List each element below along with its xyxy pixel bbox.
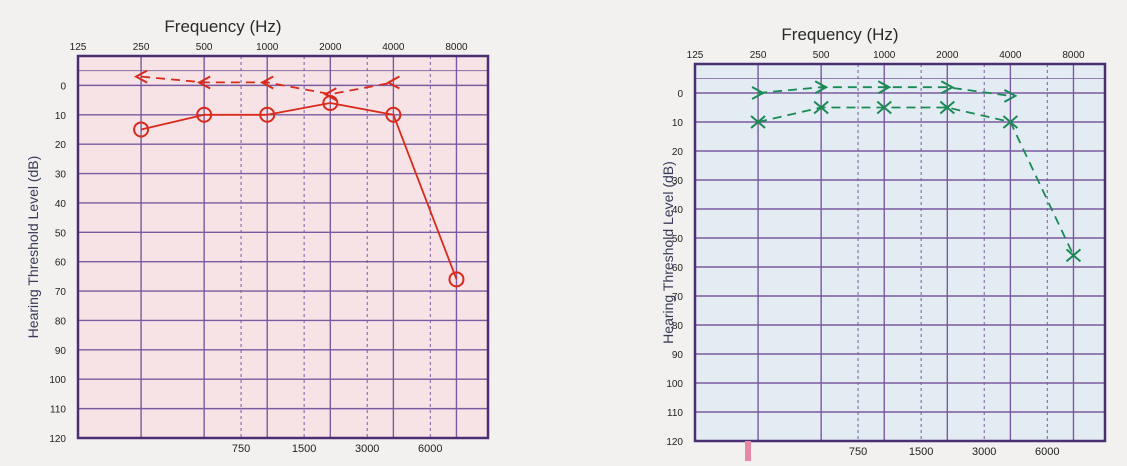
x-tick-label: 4000 <box>382 42 405 53</box>
data-point <box>386 75 400 90</box>
y-axis-title: Hearing Threshold Level (dB) <box>25 156 41 339</box>
y-tick-label: 10 <box>55 111 67 122</box>
series-line <box>758 86 1011 97</box>
audiogram-left-ear: 125 250 500 1000 2000 4000 8000 750 1500 3000 6000… <box>635 0 1127 461</box>
y-tick-label: 100 <box>49 375 66 386</box>
y-tick-label: 0 <box>677 89 683 100</box>
data-point <box>1065 248 1082 263</box>
data-point <box>1003 89 1018 103</box>
x-axis-title: Frequency (Hz) <box>164 17 281 36</box>
data-point <box>197 75 211 90</box>
x-tick-label: 125 <box>70 42 87 53</box>
x-tick-label-bottom: 3000 <box>972 446 996 458</box>
series-line <box>141 75 394 96</box>
y-tick-label: 50 <box>55 228 67 239</box>
x-tick-label: 8000 <box>445 42 468 53</box>
x-tick-label: 250 <box>750 50 767 61</box>
y-tick-label: 110 <box>667 408 683 419</box>
x-tick-label-bottom: 750 <box>849 446 867 458</box>
y-tick-label: 40 <box>672 205 684 216</box>
series-line <box>757 106 1075 256</box>
x-tick-label-bottom: 1500 <box>292 443 316 455</box>
x-tick-label-bottom: 3000 <box>355 443 379 455</box>
data-point <box>814 80 829 95</box>
data-point <box>196 106 213 123</box>
x-tick-label: 500 <box>813 50 830 61</box>
data-point <box>133 69 148 84</box>
data-point <box>751 86 766 100</box>
data-point <box>940 80 955 95</box>
y-tick-label: 120 <box>49 434 66 445</box>
plot-frame <box>693 62 1107 443</box>
data-point <box>260 75 274 90</box>
data-point <box>385 106 402 123</box>
data-point <box>448 271 465 288</box>
data-point <box>1002 115 1019 129</box>
series-line <box>140 102 458 280</box>
x-tick-label-bottom: 6000 <box>1035 446 1059 458</box>
x-axis-title: Frequency (Hz) <box>781 25 898 44</box>
x-tick-label: 250 <box>133 42 150 53</box>
y-tick-label: 70 <box>55 287 67 298</box>
plot-frame <box>76 54 490 440</box>
y-tick-label: 40 <box>55 199 67 210</box>
x-tick-label: 1000 <box>256 42 279 53</box>
x-tick-label-bottom: 6000 <box>418 443 442 455</box>
plot-area <box>78 56 488 438</box>
y-tick-label: 90 <box>672 350 684 361</box>
y-axis-title: Hearing Threshold Level (dB) <box>660 161 676 344</box>
y-tick-label: 90 <box>55 346 67 357</box>
y-tick-label: 50 <box>672 234 684 245</box>
x-tick-label: 500 <box>196 42 213 53</box>
y-tick-label: 60 <box>672 263 684 274</box>
data-point <box>877 80 892 95</box>
y-tick-label: 30 <box>55 170 67 181</box>
x-tick-label: 125 <box>687 50 704 61</box>
y-tick-label: 30 <box>672 176 684 187</box>
ink-mark <box>745 441 751 461</box>
y-tick-label: 0 <box>60 81 66 92</box>
x-tick-label: 2000 <box>936 50 959 61</box>
y-tick-label: 120 <box>666 437 683 448</box>
x-tick-label-bottom: 1500 <box>909 446 933 458</box>
x-tick-label: 4000 <box>999 50 1022 61</box>
y-tick-label: 70 <box>672 292 684 303</box>
x-tick-label: 8000 <box>1062 50 1085 61</box>
data-point <box>939 100 955 115</box>
y-tick-label: 110 <box>50 405 66 416</box>
y-tick-label: 80 <box>55 316 67 327</box>
x-tick-label: 1000 <box>873 50 896 61</box>
y-tick-label: 100 <box>666 379 683 390</box>
data-point <box>133 121 150 138</box>
y-tick-label: 20 <box>55 140 67 151</box>
data-point <box>813 100 829 115</box>
data-point <box>323 87 337 102</box>
data-point <box>876 100 892 115</box>
y-tick-label: 60 <box>55 258 67 269</box>
data-point <box>259 106 276 123</box>
data-point <box>750 115 766 129</box>
y-tick-label: 20 <box>672 147 684 158</box>
x-tick-label: 2000 <box>319 42 342 53</box>
x-tick-label-bottom: 750 <box>232 443 250 455</box>
y-tick-label: 80 <box>672 321 684 332</box>
y-tick-label: 10 <box>672 118 684 129</box>
audiogram-right-ear: 125 250 500 1000 2000 4000 8000 750 1500 3000 6000… <box>0 0 500 461</box>
